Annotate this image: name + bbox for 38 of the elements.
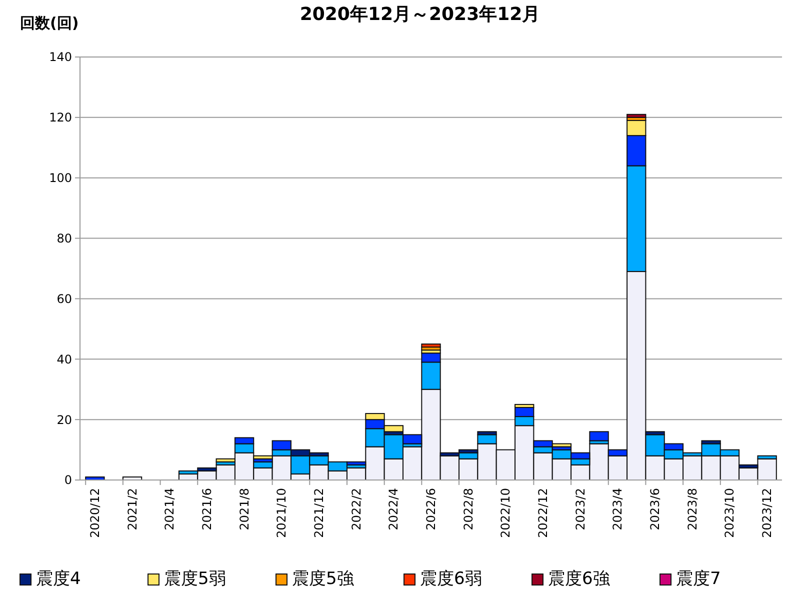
bar xyxy=(421,344,441,348)
x-tick-label: 2021/2 xyxy=(125,488,140,530)
x-tick-label: 2023/10 xyxy=(722,488,737,538)
bar xyxy=(626,114,646,118)
x-tick-label: 2022/10 xyxy=(498,488,513,538)
y-tick-label: 60 xyxy=(56,292,72,306)
legend-label: 震度5強 xyxy=(292,569,354,589)
legend-label: 震度7 xyxy=(676,569,721,589)
x-tick-label: 2023/4 xyxy=(610,488,625,530)
y-tick-label: 0 xyxy=(64,473,72,488)
x-tick-label: 2021/6 xyxy=(200,488,214,530)
legend-label: 震度6弱 xyxy=(420,569,482,589)
x-tick-label: 2023/2 xyxy=(573,488,588,530)
x-tick-label: 2021/4 xyxy=(162,488,177,530)
x-tick-label: 2022/12 xyxy=(536,488,550,538)
x-tick-label: 2022/2 xyxy=(349,488,364,530)
chart-title: 2020年12月～2023年12月 xyxy=(300,4,540,25)
x-tick-label: 2021/12 xyxy=(312,488,326,538)
y-axis-title: 回数(回) xyxy=(20,14,79,32)
y-tick-label: 140 xyxy=(49,50,72,64)
y-tick-label: 80 xyxy=(56,231,72,246)
y-tick-label: 40 xyxy=(56,352,72,366)
x-tick-label: 2023/8 xyxy=(685,488,700,530)
legend-label: 震度6強 xyxy=(548,569,610,589)
y-tick-label: 100 xyxy=(49,171,72,186)
y-tick-label: 120 xyxy=(49,110,72,125)
x-tick-label: 2022/6 xyxy=(424,488,438,530)
legend-label: 震度4 xyxy=(36,569,81,589)
x-tick-label: 2023/12 xyxy=(760,488,774,538)
x-tick-label: 2022/8 xyxy=(461,488,476,530)
y-tick-label: 20 xyxy=(56,412,72,427)
bar xyxy=(589,431,609,442)
x-tick-label: 2022/4 xyxy=(386,488,401,530)
legend-label: 震度5弱 xyxy=(164,569,226,589)
x-tick-label: 2021/8 xyxy=(237,488,252,530)
x-tick-label: 2020/12 xyxy=(88,488,102,538)
x-tick-label: 2023/6 xyxy=(648,488,662,530)
x-tick-label: 2021/10 xyxy=(274,488,289,538)
